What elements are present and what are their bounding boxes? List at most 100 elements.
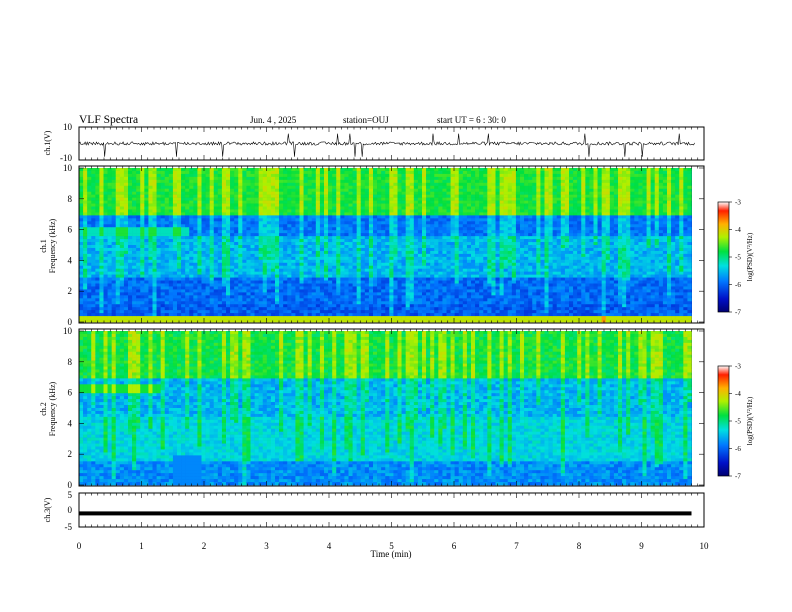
spectrogram-cell — [291, 304, 296, 308]
spectrogram-cell — [148, 185, 153, 190]
spectrogram-cell — [364, 233, 370, 237]
spectrogram-cell — [79, 307, 84, 311]
spectrogram-cell — [266, 224, 272, 228]
spectrogram-cell — [111, 253, 117, 258]
spectrogram-cell — [234, 212, 239, 216]
spectrogram-cell — [364, 259, 370, 264]
spectrogram-cell — [148, 283, 153, 287]
spectrogram-cell — [258, 259, 264, 264]
spectrogram-cell — [172, 292, 178, 296]
spectrogram-cell — [209, 271, 215, 275]
spectrogram-cell — [324, 313, 329, 317]
spectrogram-cell — [413, 307, 419, 311]
spectrogram-cell — [430, 313, 435, 317]
spectrogram-cell — [217, 218, 223, 222]
spectrogram-cell — [352, 212, 357, 216]
spectrogram-cell — [307, 206, 313, 210]
spectrogram-cell — [393, 271, 398, 275]
spectrogram-cell — [217, 209, 223, 213]
spectrogram-cell — [409, 236, 415, 240]
spectrogram-cell — [99, 316, 104, 320]
spectrogram-cell — [422, 206, 427, 210]
spectrogram-cell — [422, 256, 427, 261]
spectrogram-cell — [107, 256, 112, 261]
spectrogram-cell — [128, 316, 133, 320]
spectrogram-cell — [344, 215, 349, 219]
spectrogram-cell — [87, 277, 92, 281]
spectrogram-cell — [148, 239, 153, 243]
spectrogram-cell — [270, 236, 276, 240]
spectrogram-cell — [221, 286, 227, 290]
spectrogram-cell — [348, 307, 353, 311]
spectrogram-cell — [258, 224, 264, 228]
spectrogram-cell — [189, 179, 194, 184]
spectrogram-cell — [409, 176, 415, 181]
spectrogram-cell — [336, 250, 341, 255]
spectrogram-cell — [226, 262, 231, 267]
spectrogram-cell — [242, 221, 247, 225]
spectrogram-cell — [303, 295, 308, 299]
spectrogram-cell — [385, 262, 390, 267]
spectrogram-cell — [177, 197, 182, 201]
spectrogram-cell — [107, 271, 112, 275]
spectrogram-cell — [389, 200, 394, 204]
spectrogram-cell — [360, 233, 366, 237]
spectrogram-cell — [189, 182, 194, 187]
spectrogram-cell — [238, 224, 243, 228]
spectrogram-cell — [213, 185, 219, 190]
spectrogram-cell — [413, 250, 419, 255]
spectrogram-cell — [115, 212, 121, 216]
spectrogram-cell — [279, 170, 284, 175]
spectrogram-cell — [79, 209, 84, 213]
spectrogram-cell — [242, 245, 247, 249]
spectrogram-cell — [422, 295, 427, 299]
spectrogram-cell — [213, 313, 219, 317]
spectrogram-cell — [152, 319, 157, 323]
spectrogram-cell — [356, 301, 362, 305]
spectrogram-cell — [242, 191, 247, 195]
spectrogram-cell — [266, 233, 272, 237]
spectrogram-cell — [417, 194, 423, 198]
spectrogram-cell — [103, 173, 108, 178]
spectrogram-cell — [287, 203, 292, 207]
spectrogram-cell — [438, 191, 443, 195]
spectrogram-cell — [79, 230, 84, 234]
spectrogram-cell — [226, 215, 231, 219]
spectrogram-cell — [230, 221, 235, 225]
spectrogram-cell — [332, 292, 337, 296]
spectrogram-cell — [397, 277, 402, 281]
spectrogram-cell — [99, 209, 104, 213]
spectrogram-cell — [217, 313, 223, 317]
spectrogram-cell — [160, 224, 166, 228]
spectrogram-cell — [201, 218, 206, 222]
spectrogram-cell — [352, 250, 357, 255]
spectrogram-cell — [409, 206, 415, 210]
spectrogram-cell — [91, 304, 96, 308]
spectrogram-cell — [319, 242, 325, 246]
spectrogram-cell — [189, 197, 194, 201]
spectrogram-cell — [450, 236, 455, 240]
spectrogram-cell — [446, 170, 451, 175]
spectrogram-cell — [405, 185, 411, 190]
spectrogram-cell — [181, 289, 186, 293]
spectrogram-cell — [385, 179, 390, 184]
spectrogram-cell — [417, 191, 423, 195]
spectrogram-cell — [442, 215, 447, 219]
spectrogram-cell — [156, 239, 161, 243]
spectrogram-cell — [299, 295, 304, 299]
spectrogram-cell — [238, 271, 243, 275]
spectrogram-cell — [299, 188, 304, 192]
spectrogram-cell — [213, 256, 219, 261]
spectrogram-cell — [397, 268, 402, 272]
spectrogram-cell — [115, 310, 121, 314]
spectrogram-cell — [270, 286, 276, 290]
spectrogram-cell — [197, 168, 202, 172]
spectrogram-cell — [185, 179, 190, 184]
spectrogram-cell — [172, 304, 178, 308]
spectrogram-cell — [275, 218, 280, 222]
spectrogram-cell — [193, 212, 198, 216]
spectrogram-cell — [213, 206, 219, 210]
spectrogram-cell — [103, 277, 108, 281]
spectrogram-cell — [348, 247, 353, 252]
spectrogram-cell — [107, 301, 112, 305]
